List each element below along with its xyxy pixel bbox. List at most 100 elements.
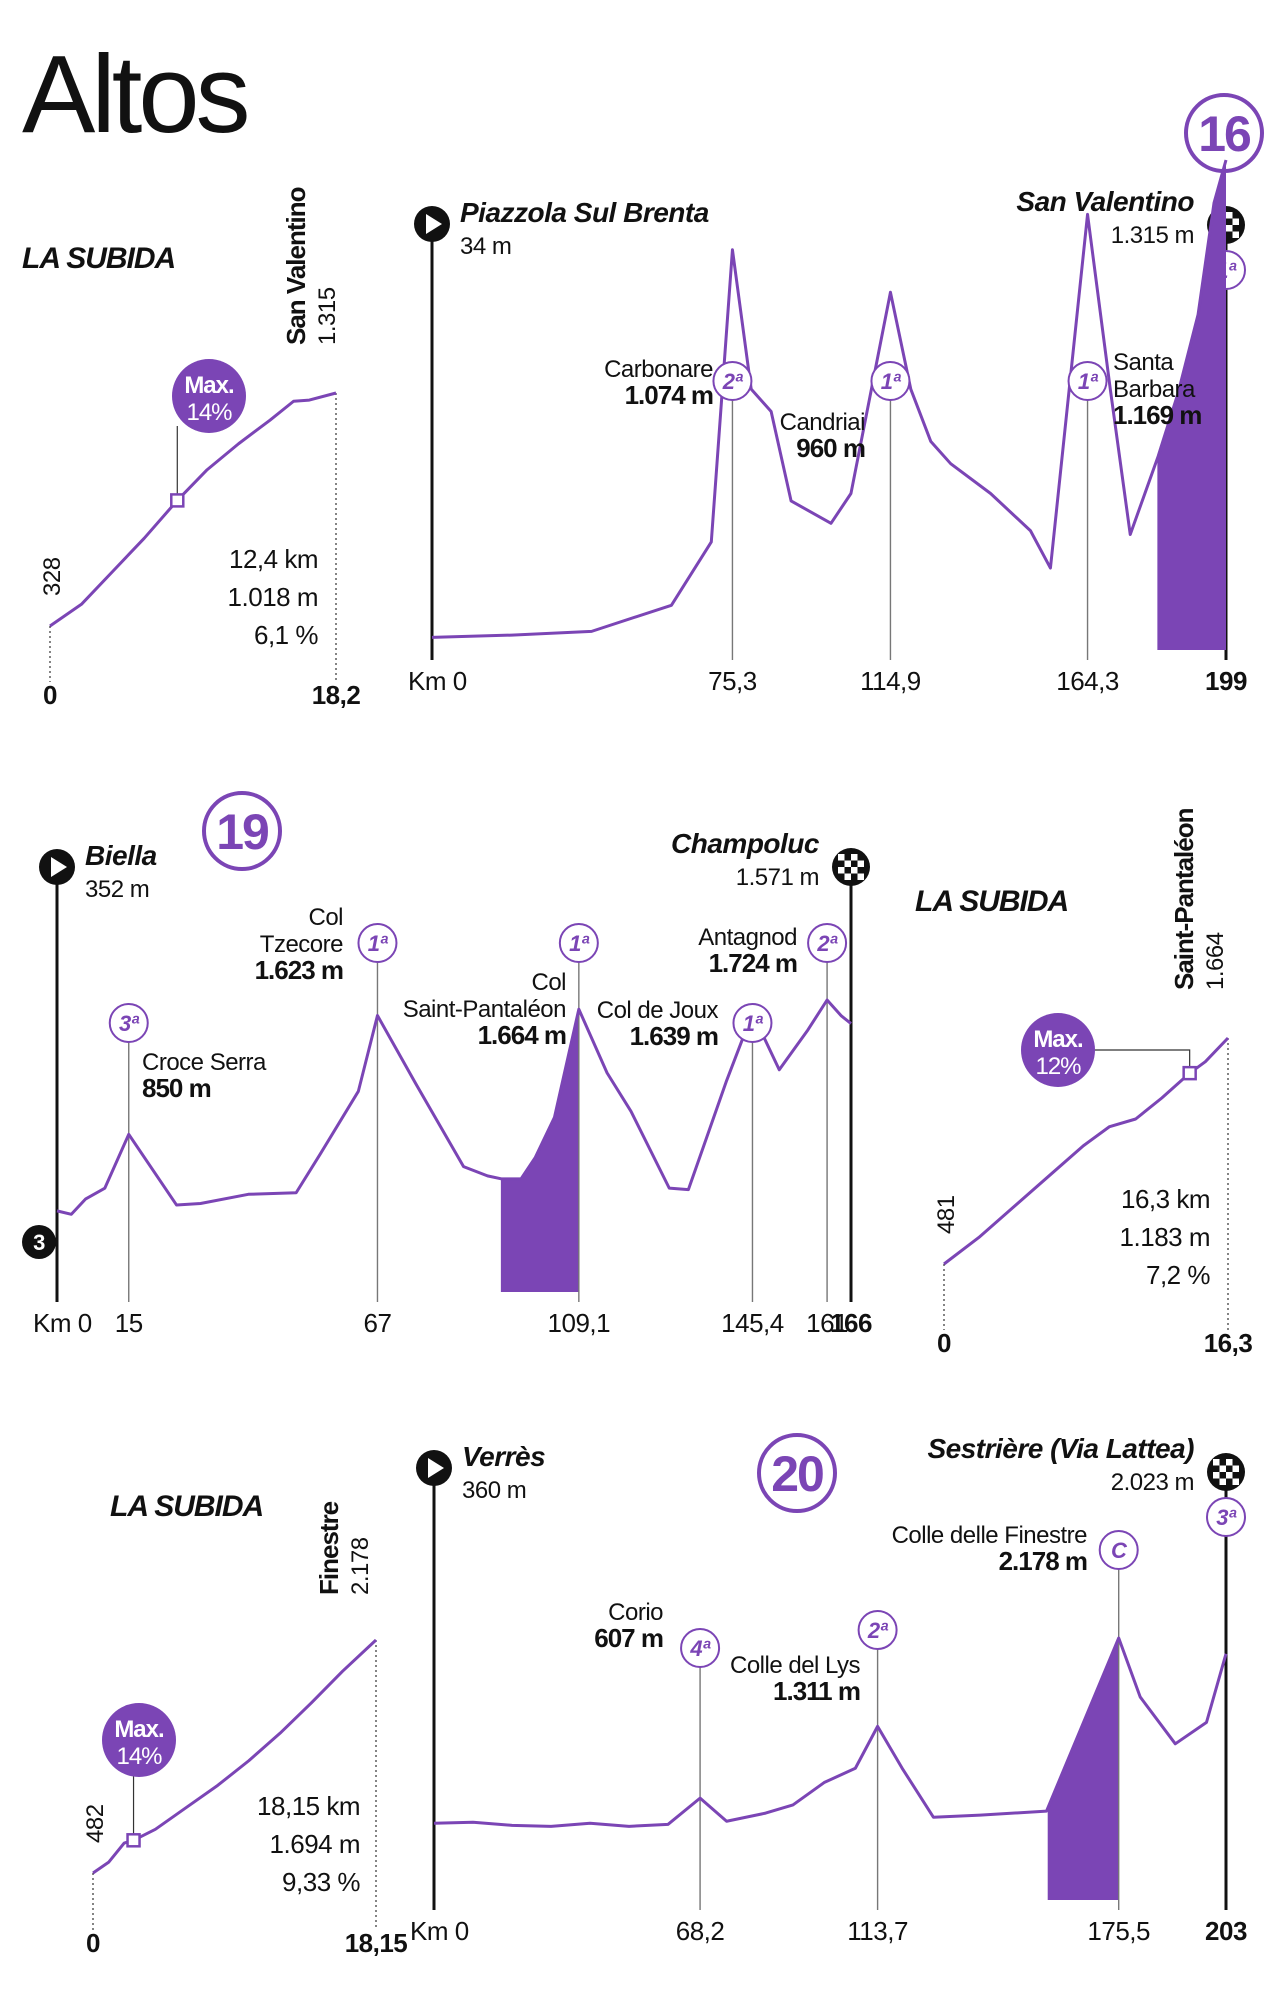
checkered-square [1219, 1465, 1226, 1472]
climb-profile-line [92, 1638, 378, 1875]
max-badge-label: Max. [114, 1716, 164, 1743]
x-tick-label: 164,3 [1056, 666, 1119, 696]
category-badge-label: 2ª [867, 1618, 889, 1643]
climb-name: Col [308, 904, 343, 931]
category-badge-label: 3ª [119, 1011, 140, 1036]
category-badge-circle [1098, 1530, 1139, 1570]
checkered-square [1226, 212, 1233, 219]
page-title: Altos [22, 33, 248, 156]
climb-altitude: 2.178 m [999, 1546, 1087, 1576]
climb-length: 16,3 km [1121, 1184, 1210, 1214]
category-badge: 1ª [870, 361, 911, 401]
checkered-square [844, 860, 851, 867]
climb-name: Saint-Pantaléon [403, 996, 566, 1023]
start-altitude: 34 m [460, 233, 511, 260]
category-badge-circle [558, 923, 599, 963]
climb-gain: 1.183 m [1120, 1222, 1210, 1252]
climb-name: Carbonare [604, 356, 713, 383]
max-badge-value: 14% [116, 1743, 162, 1770]
climb-name: Colle delle Finestre [892, 1522, 1088, 1549]
climb-name: Corio [608, 1599, 663, 1626]
checkered-flag-icon [1207, 1453, 1245, 1491]
category-badge: 4ª [680, 1628, 721, 1668]
sprint-badge-label: 3 [33, 1230, 45, 1255]
climb-avg-gradient: 9,33 % [282, 1867, 360, 1897]
x-axis-km0: Km 0 [408, 666, 467, 696]
category-badge-label: 1ª [368, 931, 389, 956]
category-badge-circle [857, 1610, 898, 1650]
base-altitude: 328 [39, 557, 66, 596]
climb-x-start: 0 [43, 680, 57, 710]
climb-altitude: 1.724 m [709, 948, 797, 978]
stage-number: 20 [771, 1446, 823, 1502]
stage-profile-20: 20 Verrès 360 m Sestrière (Via Lattea) 2.023… [410, 1433, 1247, 1946]
climb-altitude: 1.311 m [773, 1676, 860, 1706]
max-gradient-marker [126, 1833, 141, 1848]
climb-altitude: 1.623 m [255, 955, 343, 985]
x-tick-label: 145,4 [721, 1308, 784, 1338]
max-gradient-leader [1093, 1049, 1191, 1074]
elevation-profile-line [431, 159, 1228, 639]
climb-name: Croce Serra [142, 1049, 267, 1076]
climb-name: Tzecore [260, 931, 343, 958]
category-badge-label: 4ª [689, 1636, 711, 1661]
checkered-square [857, 860, 864, 867]
base-altitude: 482 [82, 1804, 109, 1843]
climb-name: Colle del Lys [730, 1652, 861, 1679]
climb-profile-line [49, 391, 337, 628]
x-tick-label: 15 [115, 1308, 143, 1338]
climb-altitude: 1.664 m [478, 1020, 566, 1050]
checkered-square [851, 867, 858, 874]
category-badge-label: 3ª [1216, 1505, 1237, 1530]
checkered-square [1232, 1465, 1239, 1472]
climb-detail-Saint-Pantaléon: LA SUBIDA Max.12% 481 Saint-Pantaléon 1.664 1… [915, 808, 1253, 1358]
x-tick-label: 75,3 [708, 666, 757, 696]
climb-x-end: 18,2 [312, 680, 361, 710]
category-badge-circle [357, 923, 398, 963]
category-badge-circle [870, 361, 911, 401]
summit-altitude: 1.315 [314, 287, 341, 345]
x-tick-label: 67 [364, 1308, 392, 1338]
climb-name: Barbara [1113, 376, 1196, 403]
start-altitude: 360 m [462, 1477, 526, 1504]
play-circle-icon [39, 849, 75, 885]
x-tick-label: 199 [1205, 666, 1247, 696]
climb-name: Antagnod [698, 924, 797, 951]
climb-length: 18,15 km [257, 1791, 360, 1821]
checkered-square [838, 867, 845, 874]
climb-heading: LA SUBIDA [110, 1490, 263, 1523]
climb-x-end: 18,15 [345, 1928, 408, 1958]
x-tick-label: 166 [830, 1308, 872, 1338]
climb-avg-gradient: 7,2 % [1146, 1260, 1210, 1290]
x-tick-label: 114,9 [860, 666, 921, 696]
category-badge: 3ª [1206, 1497, 1246, 1537]
checkered-square [851, 854, 858, 861]
max-badge-value: 12% [1035, 1053, 1081, 1080]
max-badge-label: Max. [1033, 1026, 1083, 1053]
category-badge-label: 2ª [722, 369, 744, 394]
climb-altitude: 1.169 m [1113, 400, 1201, 430]
climb-heading: LA SUBIDA [915, 885, 1068, 918]
max-gradient-badge: Max.14% [172, 359, 246, 433]
category-badge: 1ª [732, 1003, 773, 1043]
base-altitude: 481 [933, 1195, 960, 1234]
climb-heading: LA SUBIDA [22, 242, 175, 275]
checkered-square [1226, 1459, 1233, 1466]
start-altitude: 352 m [85, 876, 149, 903]
category-badge: C [1098, 1530, 1139, 1570]
finish-altitude: 1.315 m [1111, 222, 1194, 249]
finish-altitude: 1.571 m [736, 864, 819, 891]
x-tick-label: 109,1 [548, 1308, 611, 1338]
climb-gain: 1.018 m [228, 582, 318, 612]
play-circle-icon [416, 1450, 452, 1486]
stage-number-circle [757, 1433, 837, 1513]
category-badge: 1ª [1067, 361, 1108, 401]
checkered-square [1232, 231, 1239, 238]
climb-altitude: 960 m [796, 433, 865, 463]
climb-gain: 1.694 m [270, 1829, 360, 1859]
play-triangle-icon [428, 1458, 444, 1478]
start-name: Piazzola Sul Brenta [460, 197, 709, 228]
elevation-profile-line [433, 1636, 1228, 1828]
climb-detail-Finestre: LA SUBIDA Max.14% 482 Finestre 2.178 18,15 km… [82, 1490, 408, 1958]
